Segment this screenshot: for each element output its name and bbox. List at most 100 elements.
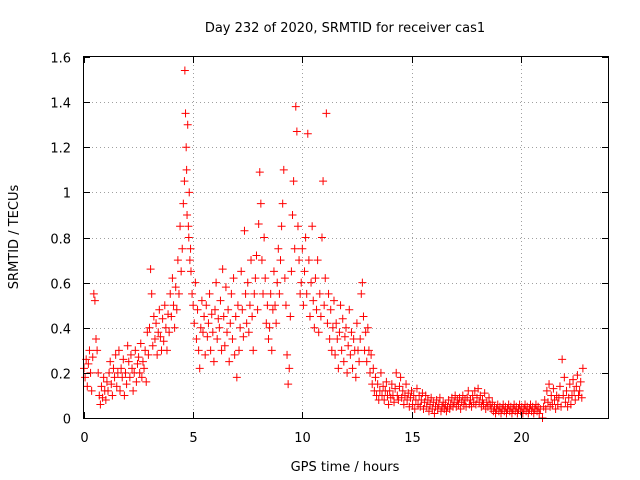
data-point xyxy=(321,274,330,283)
data-point xyxy=(92,335,101,344)
data-point xyxy=(288,210,297,219)
data-point xyxy=(119,355,128,364)
data-point xyxy=(263,301,272,310)
data-point xyxy=(225,357,234,366)
data-point xyxy=(549,384,558,393)
data-point xyxy=(81,373,90,382)
data-point xyxy=(133,359,142,368)
data-point xyxy=(205,289,214,298)
y-tick-label: 1.4 xyxy=(50,97,71,112)
y-tick-label: 0.8 xyxy=(50,233,71,248)
data-point xyxy=(474,384,483,393)
data-point xyxy=(203,332,212,341)
data-point xyxy=(342,323,350,332)
data-point xyxy=(336,301,345,310)
data-point xyxy=(202,301,211,310)
data-point xyxy=(108,391,117,400)
data-point xyxy=(144,350,153,359)
data-point xyxy=(271,301,280,310)
data-point xyxy=(83,382,92,391)
data-point xyxy=(292,127,301,136)
data-point xyxy=(565,380,574,389)
data-point xyxy=(430,409,439,418)
data-point xyxy=(304,256,313,265)
data-point xyxy=(236,323,245,332)
data-point xyxy=(275,289,284,298)
data-point xyxy=(140,364,149,373)
data-point xyxy=(120,391,129,400)
data-point xyxy=(166,289,175,298)
data-point xyxy=(407,386,416,395)
data-point xyxy=(146,265,155,274)
data-point xyxy=(312,305,321,314)
y-tick-label: 0 xyxy=(63,413,71,428)
data-point xyxy=(311,274,320,283)
data-point xyxy=(328,323,337,332)
data-point xyxy=(566,400,575,409)
data-point xyxy=(185,256,194,265)
data-point xyxy=(331,350,340,359)
data-point xyxy=(208,328,217,337)
data-point xyxy=(550,395,559,404)
data-point xyxy=(177,267,186,276)
data-point xyxy=(572,382,581,391)
data-point xyxy=(132,377,141,386)
data-point xyxy=(325,335,334,344)
data-point xyxy=(410,404,419,413)
data-point xyxy=(535,409,544,418)
data-point xyxy=(366,368,375,377)
data-point xyxy=(320,301,329,310)
data-point xyxy=(206,346,215,355)
data-point xyxy=(113,368,122,377)
data-point xyxy=(541,404,550,413)
data-point xyxy=(128,364,137,373)
data-point xyxy=(385,386,394,395)
data-point xyxy=(215,323,224,332)
data-point xyxy=(313,256,322,265)
data-point xyxy=(247,256,256,265)
data-point xyxy=(305,312,314,321)
data-point xyxy=(347,328,356,337)
data-point xyxy=(250,289,259,298)
data-point xyxy=(107,380,116,389)
data-point xyxy=(390,398,399,407)
data-point xyxy=(278,199,287,208)
data-point xyxy=(218,265,227,274)
data-point xyxy=(351,373,360,382)
data-point xyxy=(84,359,93,368)
data-point xyxy=(369,364,378,373)
data-point xyxy=(259,289,268,298)
data-point xyxy=(478,395,487,404)
data-point xyxy=(168,274,177,283)
data-point xyxy=(307,278,316,287)
data-point xyxy=(467,402,476,411)
data-point xyxy=(319,177,328,186)
data-point xyxy=(183,120,192,129)
data-point xyxy=(256,199,265,208)
data-point xyxy=(189,301,198,310)
data-point xyxy=(458,391,467,400)
data-point xyxy=(182,165,191,174)
y-tick-label: 0.6 xyxy=(50,278,71,293)
data-point xyxy=(476,391,485,400)
data-point xyxy=(298,244,307,253)
data-point xyxy=(451,391,460,400)
x-axis-label: GPS time / hours xyxy=(291,460,400,475)
data-point xyxy=(387,380,396,389)
data-point xyxy=(542,386,551,395)
data-point xyxy=(134,353,143,362)
data-point xyxy=(300,267,309,276)
data-point xyxy=(245,301,254,310)
x-tick-label: 20 xyxy=(513,431,530,446)
data-point xyxy=(85,346,94,355)
data-point xyxy=(327,346,336,355)
data-point xyxy=(153,350,162,359)
data-point xyxy=(198,328,207,337)
data-point xyxy=(248,312,257,321)
data-point xyxy=(273,278,282,287)
data-point xyxy=(289,177,298,186)
data-point xyxy=(324,289,333,298)
data-point xyxy=(265,323,274,332)
data-point xyxy=(253,305,262,314)
